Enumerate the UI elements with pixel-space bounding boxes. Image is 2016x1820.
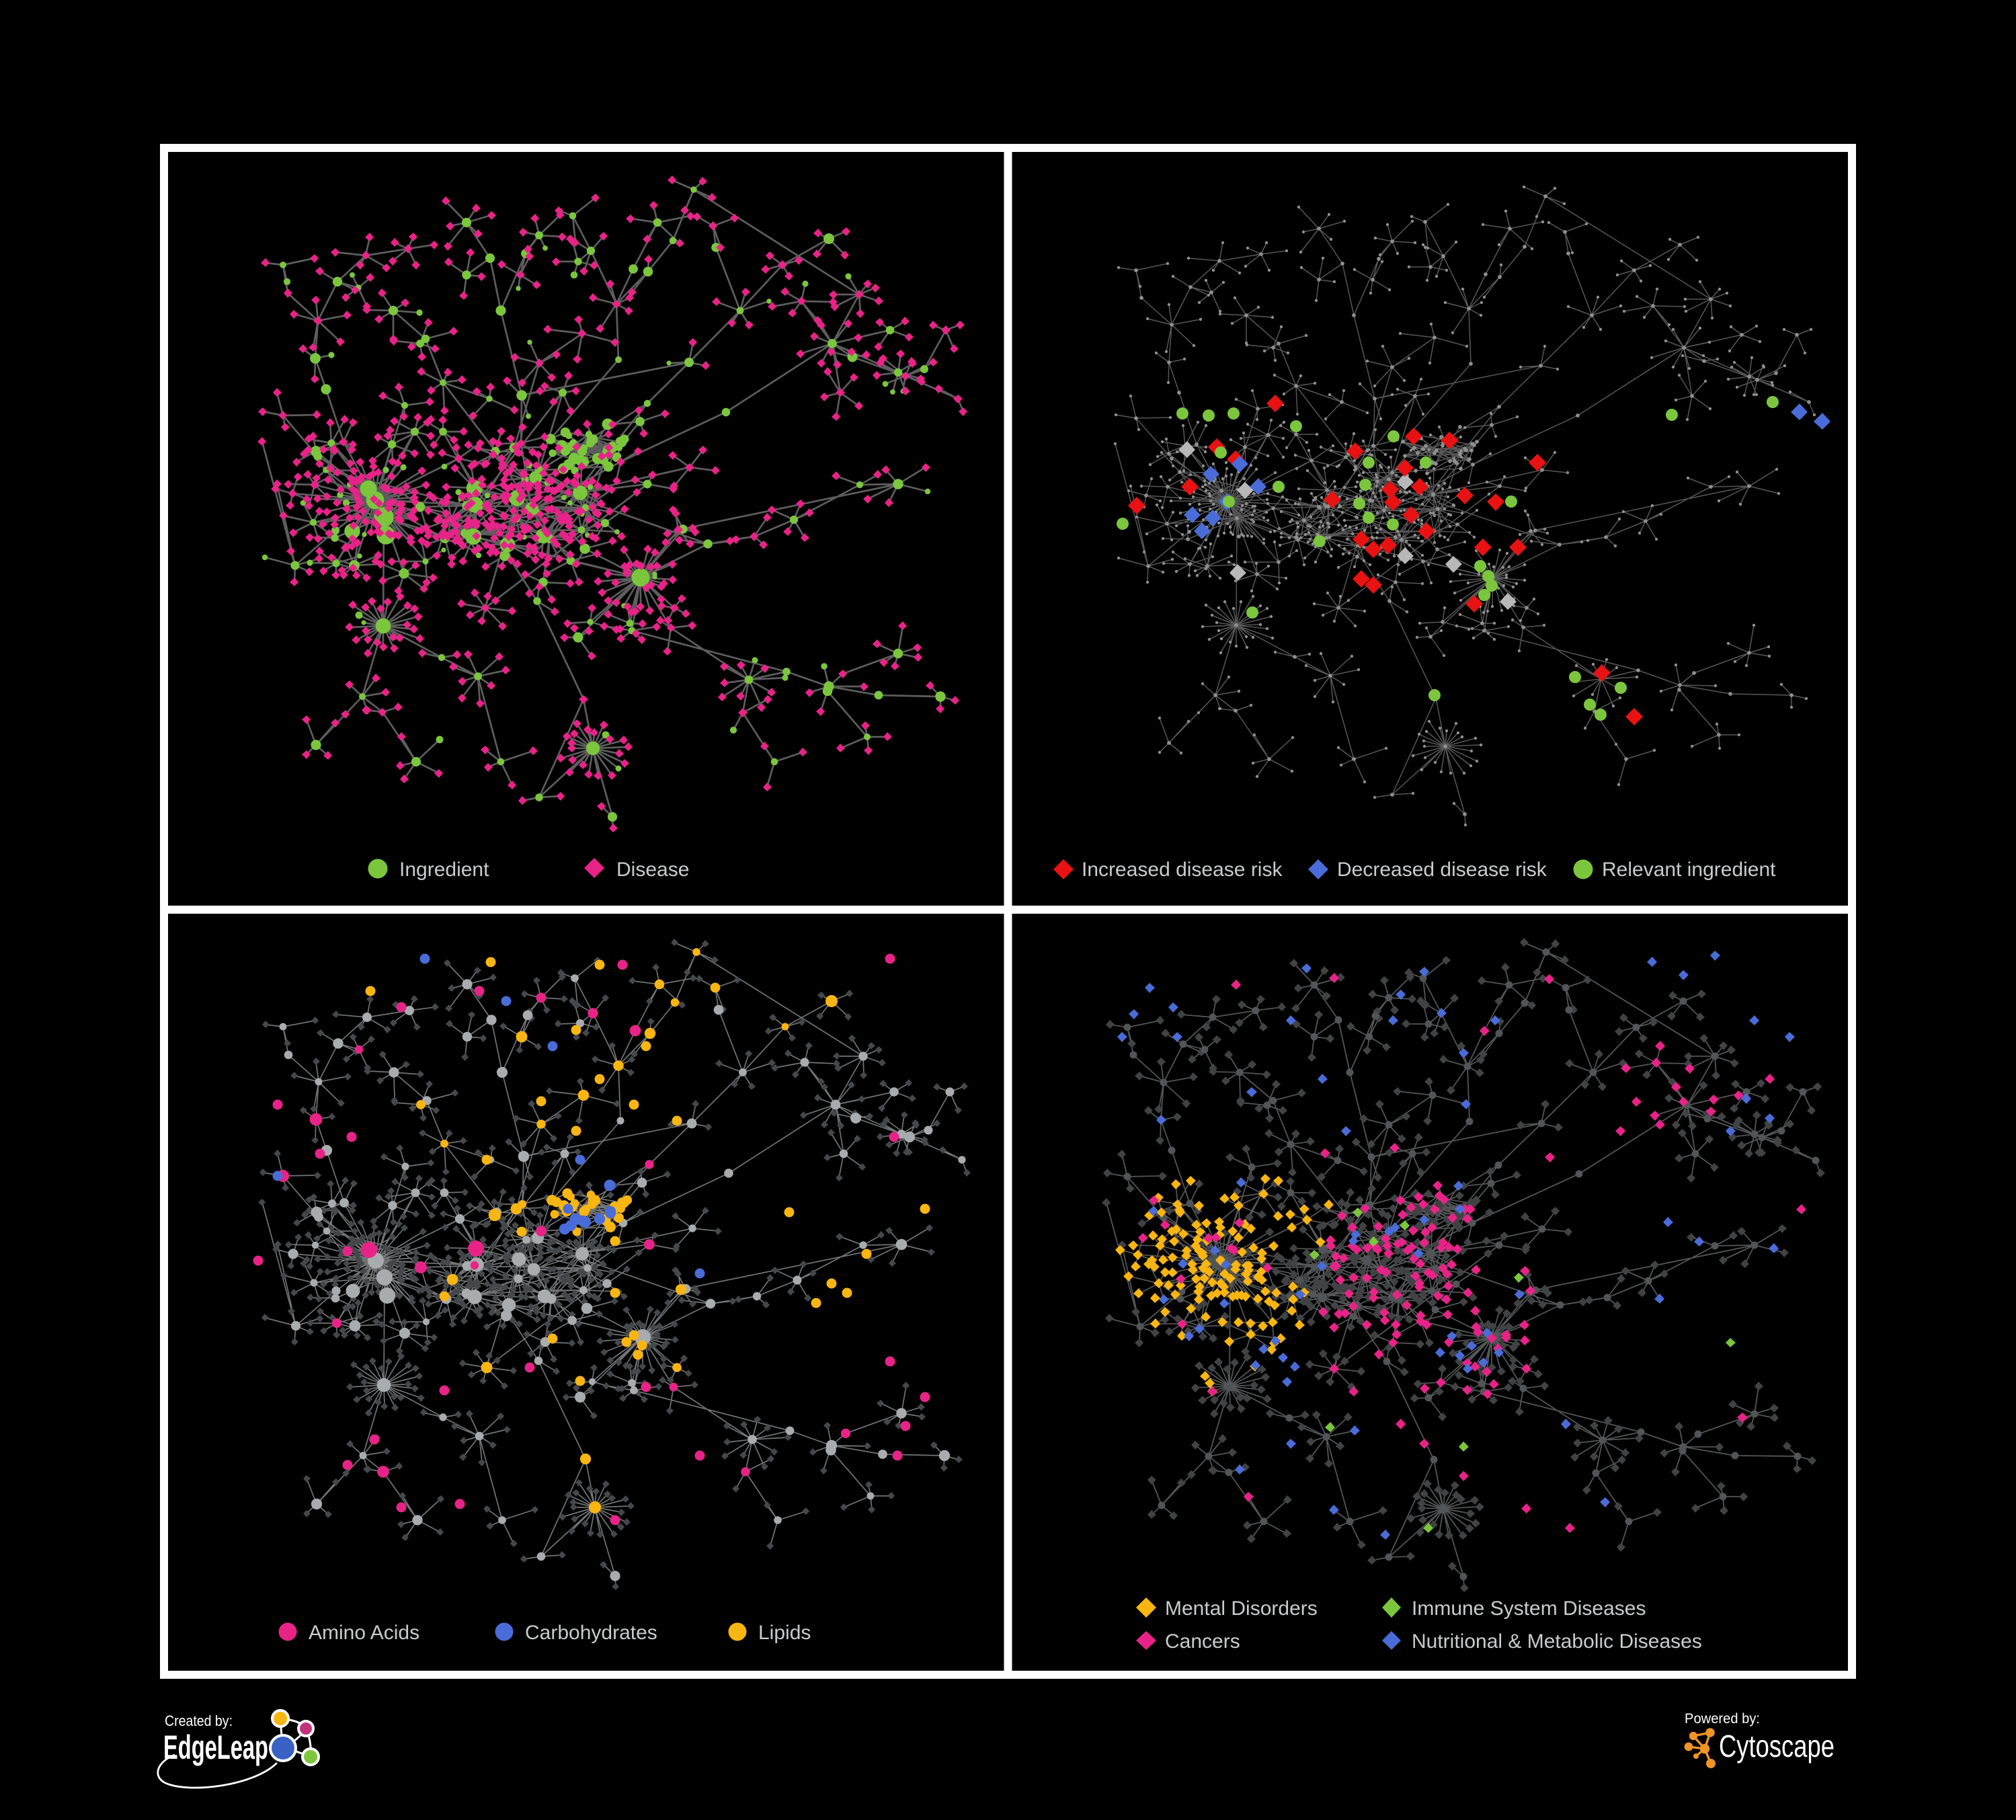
svg-text:Decreased disease risk: Decreased disease risk: [1337, 859, 1547, 881]
svg-text:Disease: Disease: [616, 859, 689, 881]
svg-text:Relevant ingredient: Relevant ingredient: [1602, 859, 1776, 881]
svg-text:Cytoscape: Cytoscape: [1719, 1729, 1834, 1764]
svg-text:Carbohydrates: Carbohydrates: [525, 1622, 657, 1644]
svg-text:Powered by:: Powered by:: [1685, 1711, 1760, 1727]
svg-text:Increased disease risk: Increased disease risk: [1082, 859, 1283, 881]
svg-text:Immune System Diseases: Immune System Diseases: [1412, 1597, 1646, 1620]
svg-text:Nutritional & Metabolic Diseas: Nutritional & Metabolic Diseases: [1412, 1630, 1702, 1653]
svg-text:Cancers: Cancers: [1165, 1630, 1240, 1653]
svg-text:Amino Acids: Amino Acids: [309, 1622, 419, 1644]
svg-text:Ingredient: Ingredient: [399, 859, 489, 881]
svg-text:Lipids: Lipids: [758, 1622, 811, 1644]
svg-text:Mental Disorders: Mental Disorders: [1165, 1597, 1318, 1620]
svg-text:Created by:: Created by:: [165, 1712, 233, 1729]
svg-text:EdgeLeap: EdgeLeap: [163, 1729, 268, 1766]
